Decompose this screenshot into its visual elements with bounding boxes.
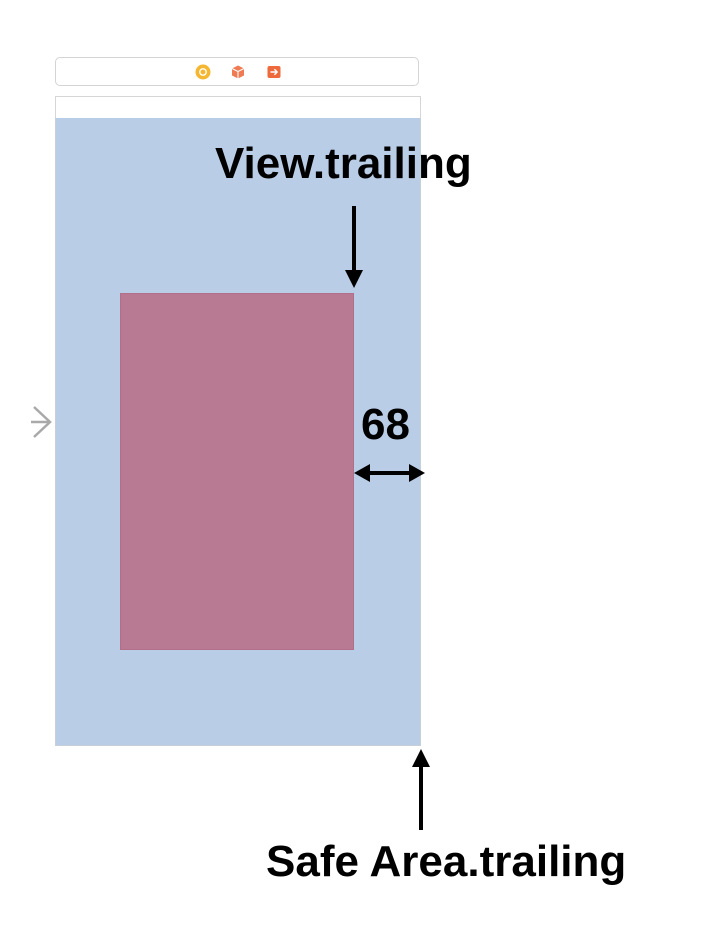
subview-rectangle[interactable] [120,293,354,650]
gap-value-label: 68 [361,400,410,449]
chevron-right-icon [31,406,52,438]
exit-icon[interactable] [266,64,282,80]
scene-dock [55,57,419,86]
first-responder-icon[interactable] [230,64,246,80]
view-trailing-label: View.trailing [215,139,472,188]
view-controller-icon[interactable] [195,64,211,80]
safe-area-trailing-label: Safe Area.trailing [266,837,627,886]
safe-area-trailing-arrow [412,749,430,830]
status-bar-area [55,96,421,118]
